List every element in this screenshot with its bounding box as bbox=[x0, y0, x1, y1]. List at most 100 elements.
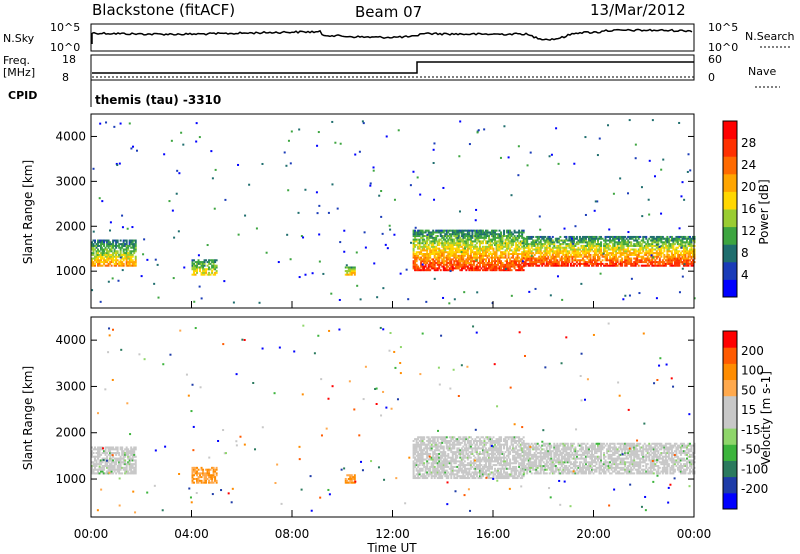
power-cell bbox=[589, 250, 591, 252]
power-cell bbox=[298, 128, 300, 130]
power-cell bbox=[196, 272, 198, 274]
power-cell bbox=[136, 150, 138, 152]
power-cell bbox=[619, 177, 621, 179]
power-cell bbox=[426, 240, 428, 242]
power-cell bbox=[600, 243, 602, 245]
power-cell bbox=[671, 250, 673, 252]
power-cell bbox=[370, 182, 372, 184]
power-cell bbox=[204, 261, 206, 263]
velocity-cell bbox=[423, 464, 425, 466]
power-cell bbox=[678, 265, 680, 267]
velocity-cell bbox=[423, 436, 425, 438]
power-cell bbox=[496, 269, 498, 271]
power-cell bbox=[574, 225, 576, 227]
power-cell bbox=[465, 264, 467, 266]
power-cell bbox=[512, 255, 514, 257]
power-cell bbox=[193, 272, 195, 274]
power-cell bbox=[674, 243, 676, 245]
power-cell bbox=[523, 230, 525, 232]
power-cell bbox=[656, 244, 658, 246]
power-cell bbox=[458, 267, 460, 269]
power-cell bbox=[615, 256, 617, 258]
power-cell bbox=[564, 228, 566, 230]
velocity-cell bbox=[486, 451, 488, 453]
power-cell bbox=[597, 240, 599, 242]
power-cell bbox=[102, 265, 104, 267]
y-tick-label: 1000 bbox=[55, 264, 86, 278]
power-cell bbox=[654, 175, 656, 177]
velocity-cell bbox=[417, 451, 419, 453]
power-cell bbox=[651, 263, 653, 265]
power-cell bbox=[339, 241, 341, 243]
velocity-cell bbox=[452, 471, 454, 473]
velocity-cell bbox=[470, 436, 472, 438]
power-cell bbox=[459, 242, 461, 244]
power-cell bbox=[193, 259, 195, 261]
velocity-cell bbox=[440, 459, 442, 461]
power-cell bbox=[479, 266, 481, 268]
power-cell bbox=[660, 249, 662, 251]
velocity-cell bbox=[464, 466, 466, 468]
power-cell bbox=[343, 230, 345, 232]
velocity-cell bbox=[441, 457, 443, 459]
velocity-cell bbox=[464, 442, 466, 444]
power-cell bbox=[509, 237, 511, 239]
power-cell bbox=[108, 259, 110, 261]
power-cell bbox=[132, 256, 134, 258]
velocity-cell bbox=[135, 461, 137, 463]
power-cell bbox=[528, 291, 530, 293]
velocity-cell bbox=[470, 473, 472, 475]
power-cell bbox=[290, 258, 292, 260]
power-cell bbox=[549, 155, 551, 157]
power-cell bbox=[112, 243, 114, 245]
power-cell bbox=[558, 163, 560, 165]
velocity-cell bbox=[494, 473, 496, 475]
power-cell bbox=[677, 247, 679, 249]
power-cell bbox=[120, 257, 122, 259]
power-cell bbox=[380, 216, 382, 218]
power-cell bbox=[467, 253, 469, 255]
power-cell bbox=[453, 262, 455, 264]
power-cell bbox=[659, 258, 661, 260]
velocity-cell bbox=[428, 444, 430, 446]
power-cell bbox=[442, 187, 444, 189]
power-cell bbox=[103, 241, 105, 243]
power-cell bbox=[438, 267, 440, 269]
power-cell bbox=[99, 123, 101, 125]
velocity-cell bbox=[485, 457, 487, 459]
power-cell bbox=[298, 212, 300, 214]
power-cell bbox=[129, 245, 131, 247]
velocity-cell bbox=[502, 473, 504, 475]
power-cell bbox=[434, 266, 436, 268]
velocity-cell bbox=[435, 442, 437, 444]
power-cell bbox=[592, 243, 594, 245]
power-cell bbox=[440, 269, 442, 271]
velocity-cell bbox=[422, 460, 424, 462]
power-cell bbox=[528, 247, 530, 249]
velocity-cell bbox=[422, 451, 424, 453]
velocity-cell bbox=[479, 462, 481, 464]
velocity-cell bbox=[437, 455, 439, 457]
velocity-cell bbox=[201, 467, 203, 469]
power-cell bbox=[561, 256, 563, 258]
power-cell bbox=[130, 147, 132, 149]
velocity-cell bbox=[196, 471, 198, 473]
power-cell bbox=[473, 262, 475, 264]
power-cell bbox=[356, 285, 358, 287]
colorbar-cell bbox=[723, 174, 737, 192]
power-cell bbox=[594, 210, 596, 212]
power-cell bbox=[512, 233, 514, 235]
power-cell bbox=[115, 243, 117, 245]
velocity-cell bbox=[461, 447, 463, 449]
power-cell bbox=[535, 241, 537, 243]
power-cell bbox=[624, 295, 626, 297]
power-cell bbox=[425, 266, 427, 268]
power-cell bbox=[453, 239, 455, 241]
power-cell bbox=[158, 297, 160, 299]
power-cell bbox=[475, 219, 477, 221]
power-cell bbox=[211, 272, 213, 274]
power-cell bbox=[100, 301, 102, 303]
power-cell bbox=[318, 205, 320, 207]
power-cell bbox=[416, 244, 418, 246]
velocity-cell bbox=[437, 468, 439, 470]
